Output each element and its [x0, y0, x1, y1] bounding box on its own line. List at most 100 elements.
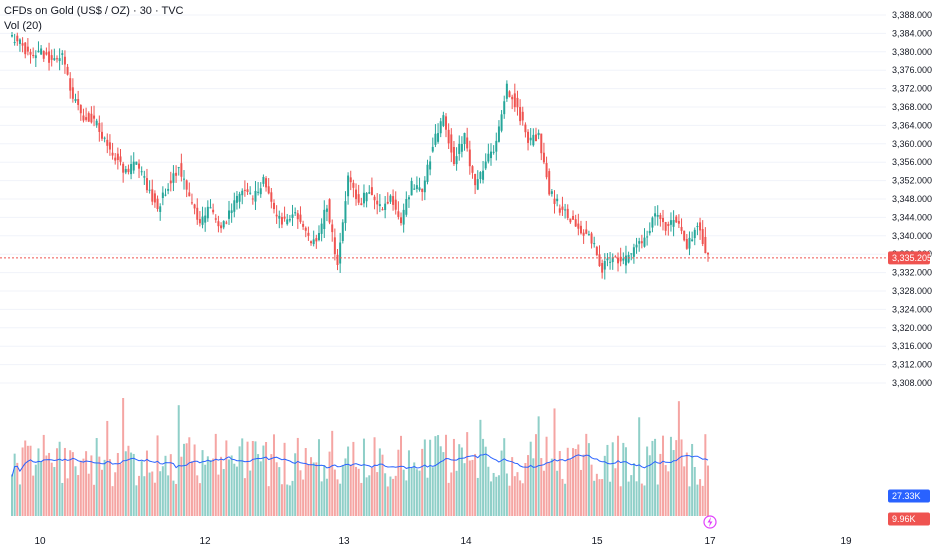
volume-bar [460, 447, 463, 516]
volume-bar [270, 454, 273, 516]
candle [151, 179, 154, 206]
lightning-icon[interactable] [703, 515, 717, 529]
last-volume-badge [888, 512, 930, 526]
volume-bar [307, 464, 310, 516]
volume-bar [283, 442, 286, 516]
candle [534, 127, 537, 142]
candle [270, 188, 273, 209]
price-tick-label: 3,388.000 [892, 10, 932, 20]
candle [249, 186, 252, 195]
candle [701, 220, 704, 247]
candle [108, 134, 111, 156]
symbol-title[interactable]: CFDs on Gold (US$ / OZ) · 30 · TVC [4, 5, 184, 17]
candle [503, 95, 506, 119]
time-axis[interactable]: 10 12 13 14 15 17 19 [34, 536, 852, 547]
price-tick-label: 3,368.000 [892, 102, 932, 112]
volume-bar [296, 437, 299, 516]
candle [569, 218, 572, 224]
volume-bar [532, 458, 535, 516]
candle [537, 129, 540, 140]
volume-bar [254, 441, 257, 516]
volume-bar [193, 444, 196, 516]
volume-bar [405, 480, 408, 516]
candle [579, 220, 582, 235]
candle [156, 195, 159, 212]
candle [654, 206, 657, 226]
volume-bar [516, 472, 519, 516]
volume-bar [55, 448, 58, 516]
volume-bar [495, 476, 498, 516]
candle [693, 227, 696, 246]
candle [500, 110, 503, 133]
volume-bar [177, 405, 180, 516]
volume-bar [362, 438, 365, 516]
volume-bar [331, 430, 334, 516]
candle [437, 123, 440, 144]
candle [389, 194, 392, 204]
candle [140, 166, 143, 176]
volume-bar [159, 471, 162, 516]
candle [180, 153, 183, 182]
candle [355, 183, 358, 206]
volume-bar [286, 484, 289, 516]
candle [370, 177, 373, 196]
candle [577, 213, 580, 236]
volume-bar [630, 475, 633, 516]
candle [135, 161, 138, 165]
volume-bar [392, 478, 395, 516]
volume-bar [325, 478, 328, 516]
candle [16, 32, 19, 46]
candle [407, 195, 410, 208]
volume-bar [527, 455, 530, 516]
volume-bar [384, 473, 387, 516]
volume-indicator-label[interactable]: Vol (20) [4, 20, 42, 32]
candle [669, 212, 672, 232]
candle [643, 228, 646, 248]
volume-bar [183, 443, 186, 516]
volume-bar [585, 433, 588, 516]
volume-bar [431, 467, 434, 516]
volume-bar [664, 465, 667, 516]
volume-bar [288, 485, 291, 516]
volume-bar [688, 486, 691, 516]
volume-bar [418, 470, 421, 516]
candle [333, 228, 336, 261]
candle [212, 203, 215, 215]
candle [153, 190, 156, 208]
volume-bar [413, 462, 416, 516]
volume-bar [537, 416, 540, 516]
volume-bar [540, 458, 543, 516]
candle [413, 184, 416, 190]
volume-bar [29, 445, 32, 516]
grid [0, 14, 886, 384]
candle [315, 234, 318, 249]
volume-bar [58, 441, 61, 516]
candle [521, 106, 524, 126]
volume-bar [635, 481, 638, 516]
volume-bar [643, 485, 646, 516]
volume-bar [50, 462, 53, 516]
candle [619, 247, 622, 267]
candle [209, 199, 212, 209]
candle [85, 107, 88, 122]
candle [683, 230, 686, 242]
candle [574, 214, 577, 227]
volume-bar [217, 474, 220, 516]
volume-bar [209, 460, 212, 516]
volume-bar [569, 459, 572, 516]
candle [53, 48, 56, 61]
candle [529, 127, 532, 146]
price-axis[interactable]: 3,308.000 3,312.000 3,316.000 3,320.000 3,32… [892, 10, 932, 388]
volume-bar [180, 456, 183, 516]
candle [323, 200, 326, 238]
candle [34, 50, 37, 68]
candle [479, 171, 482, 184]
candle [696, 222, 699, 236]
candle [505, 80, 508, 102]
volume-bar [294, 453, 297, 516]
candle [220, 222, 223, 233]
volume-bar [545, 436, 548, 516]
candle [272, 199, 275, 214]
volume-bar [77, 475, 80, 516]
